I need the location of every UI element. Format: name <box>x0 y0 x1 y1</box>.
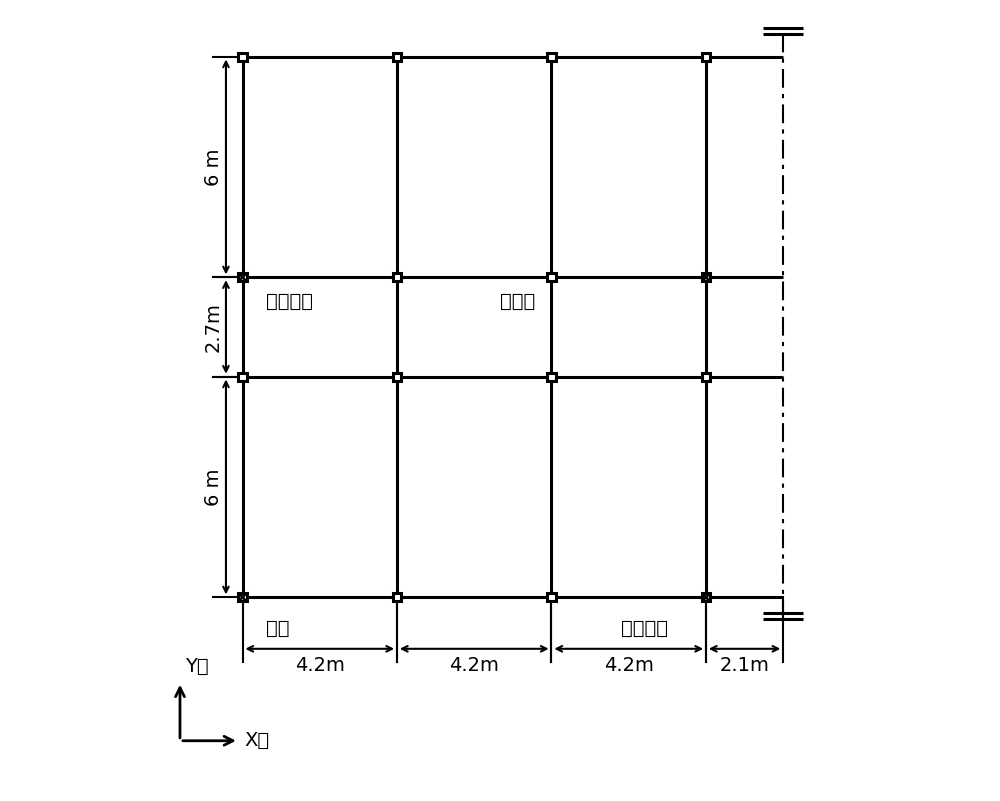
Bar <box>547 594 556 602</box>
Text: X向: X向 <box>244 731 269 751</box>
Text: 2.1m: 2.1m <box>720 656 770 675</box>
Bar <box>393 273 401 281</box>
Bar <box>238 53 247 61</box>
Text: 短边中柱: 短边中柱 <box>266 292 313 311</box>
Text: 6 m: 6 m <box>204 469 223 505</box>
Text: 内部柱: 内部柱 <box>500 292 535 311</box>
Bar <box>238 594 247 602</box>
Bar <box>238 372 247 380</box>
Bar <box>702 273 710 281</box>
Bar <box>702 372 710 380</box>
Text: 6 m: 6 m <box>204 148 223 186</box>
Text: 2.7m: 2.7m <box>204 302 223 352</box>
Bar <box>547 372 556 380</box>
Text: Y向: Y向 <box>185 658 209 676</box>
Bar <box>702 53 710 61</box>
Bar <box>547 273 556 281</box>
Text: 4.2m: 4.2m <box>295 656 345 675</box>
Bar <box>393 594 401 602</box>
Bar <box>393 53 401 61</box>
Text: 4.2m: 4.2m <box>449 656 499 675</box>
Bar <box>393 372 401 380</box>
Bar <box>702 594 710 602</box>
Bar <box>547 53 556 61</box>
Bar <box>238 273 247 281</box>
Text: 4.2m: 4.2m <box>604 656 654 675</box>
Text: 角柱: 角柱 <box>266 619 290 638</box>
Text: 长边中柱: 长边中柱 <box>621 619 668 638</box>
